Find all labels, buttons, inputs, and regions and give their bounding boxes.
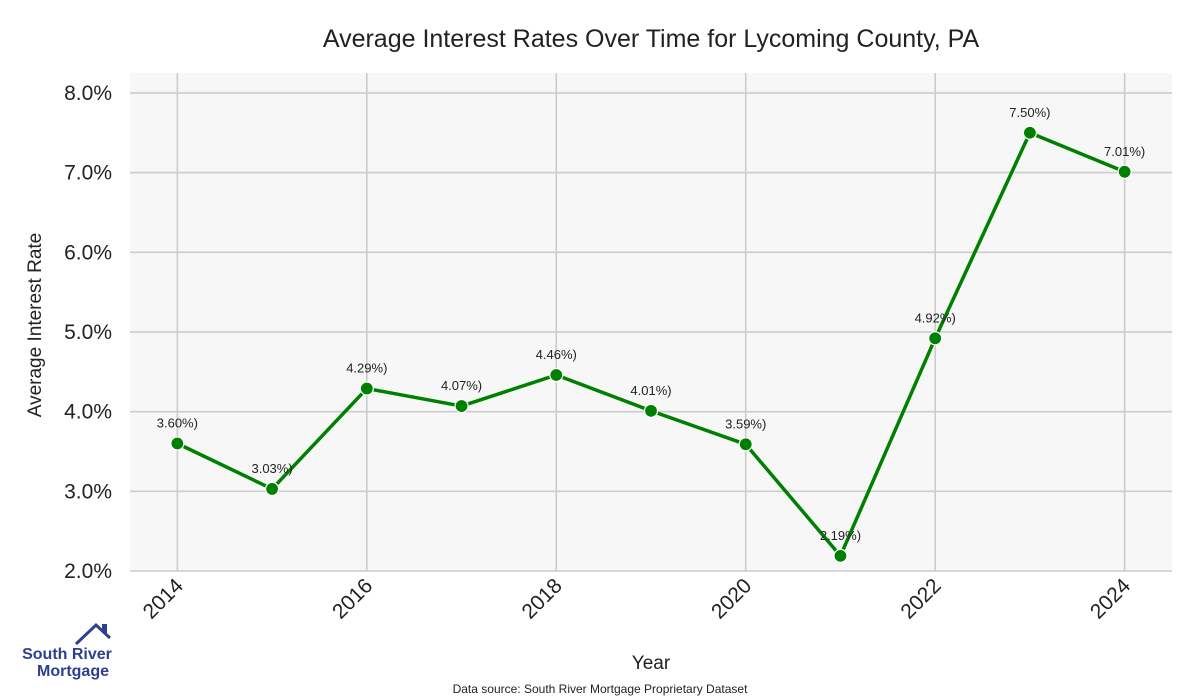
x-tick-label: 2016 <box>328 574 377 623</box>
data-label: 4.01%) <box>630 383 671 398</box>
data-label: 7.01%) <box>1104 144 1145 159</box>
plot-area <box>130 73 1172 571</box>
y-tick-label: 4.0% <box>64 401 112 424</box>
data-point <box>643 403 659 418</box>
data-point <box>549 367 564 383</box>
data-point <box>738 437 753 452</box>
data-label: 3.60%) <box>157 416 198 431</box>
x-tick-label: 2024 <box>1086 574 1136 624</box>
x-axis-ticks: 2014 2016 2018 2020 2022 2024 <box>139 574 1136 624</box>
data-point <box>1117 164 1132 179</box>
logo-text-line2: Mortgage <box>37 663 109 680</box>
y-tick-label: 3.0% <box>64 480 112 503</box>
data-point <box>833 548 848 563</box>
data-source-note: Data source: South River Mortgage Propri… <box>453 682 748 696</box>
gridlines <box>130 73 1172 572</box>
data-point <box>1022 125 1038 140</box>
data-label: 4.07%) <box>441 378 482 393</box>
y-tick-label: 8.0% <box>64 82 112 105</box>
y-tick-label: 7.0% <box>64 162 112 185</box>
data-point <box>264 481 280 497</box>
data-label: 4.29%) <box>346 361 387 376</box>
data-point <box>928 331 943 346</box>
data-point <box>359 381 374 396</box>
x-tick-label: 2018 <box>518 574 567 623</box>
data-labels: 3.60%) 3.03%) 4.29%) 4.07%) 4.46%) 4.01%) 3.59… <box>157 105 1145 543</box>
y-tick-label: 5.0% <box>64 321 112 344</box>
data-label: 3.03%) <box>251 461 292 476</box>
data-label: 4.46%) <box>536 347 577 362</box>
company-logo: South River Mortgage <box>22 622 112 680</box>
data-label: 7.50%) <box>1009 105 1050 120</box>
x-tick-label: 2022 <box>896 574 945 623</box>
x-tick-label: 2020 <box>707 574 756 623</box>
data-label: 4.92%) <box>915 310 956 325</box>
data-label: 2.19%) <box>820 528 861 543</box>
y-axis-label: Average Interest Rate <box>25 233 46 417</box>
data-point <box>454 398 469 414</box>
y-axis-ticks: 2.0% 3.0% 4.0% 5.0% 6.0% 7.0% 8.0% <box>64 82 112 583</box>
logo-text-line1: South River <box>22 646 112 663</box>
house-icon <box>74 622 112 646</box>
data-point <box>170 436 185 451</box>
y-tick-label: 6.0% <box>64 241 112 264</box>
data-points <box>170 125 1132 563</box>
x-tick-label: 2014 <box>139 574 189 624</box>
data-label: 3.59%) <box>725 416 766 431</box>
chart-title: Average Interest Rates Over Time for Lyc… <box>323 25 980 53</box>
x-axis-label: Year <box>632 653 671 674</box>
y-tick-label: 2.0% <box>64 560 112 583</box>
